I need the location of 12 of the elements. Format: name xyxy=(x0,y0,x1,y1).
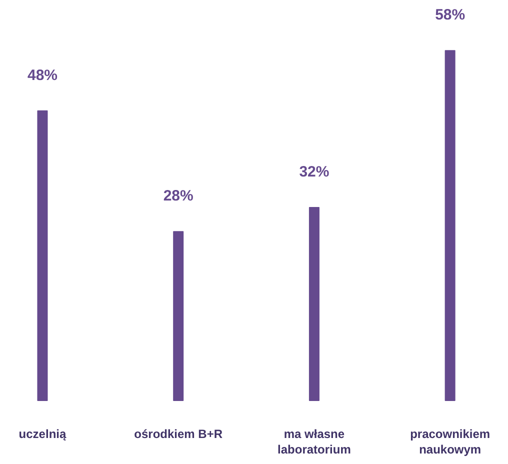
bar xyxy=(173,231,184,402)
data-label: 28% xyxy=(163,187,194,204)
data-label: 32% xyxy=(299,163,330,180)
bar xyxy=(444,50,456,402)
x-tick-label: ośrodkiem B+R xyxy=(134,427,223,442)
x-tick-label: ma własne laboratorium xyxy=(278,427,351,456)
bar xyxy=(308,206,320,402)
bar xyxy=(37,110,48,402)
data-label: 58% xyxy=(435,6,466,24)
x-tick-label: pracownikiem naukowym xyxy=(410,427,490,456)
data-label: 48% xyxy=(27,66,58,84)
x-tick-label: uczelnią xyxy=(18,427,66,442)
